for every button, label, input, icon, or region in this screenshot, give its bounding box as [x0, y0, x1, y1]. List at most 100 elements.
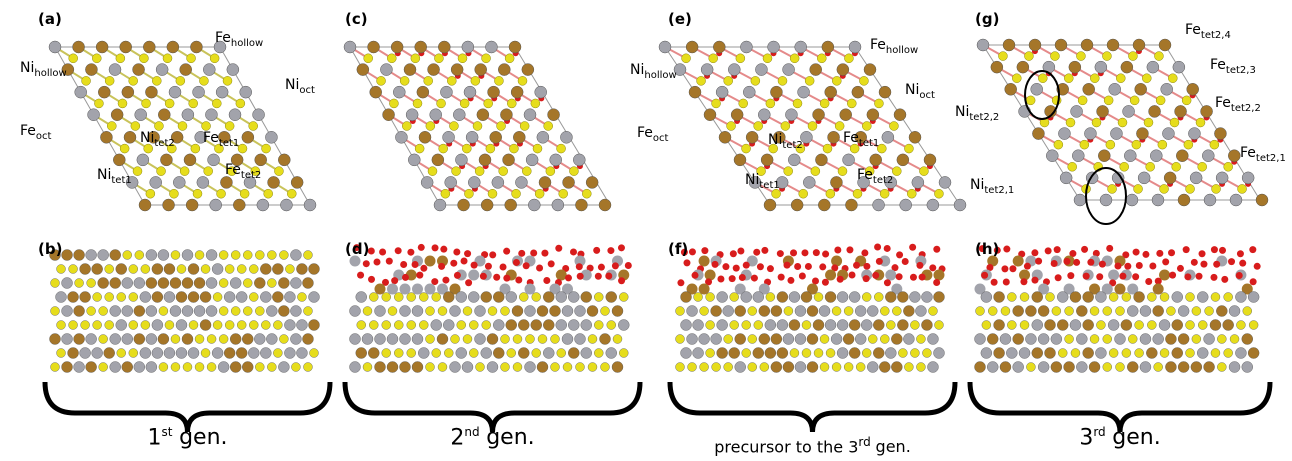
- atom: [1109, 83, 1121, 95]
- atom: [612, 306, 623, 317]
- atom: [783, 334, 794, 345]
- atom: [363, 307, 372, 316]
- atom: [601, 307, 610, 316]
- atom: [231, 251, 240, 260]
- atom: [117, 293, 126, 302]
- panel-label: (h): [975, 240, 999, 258]
- oxygen: [853, 262, 860, 269]
- oxygen: [440, 246, 447, 253]
- atom: [559, 189, 568, 198]
- atom: [382, 349, 391, 358]
- atom: [909, 131, 921, 143]
- atom: [511, 86, 523, 98]
- atom: [248, 348, 259, 359]
- atom: [1108, 184, 1117, 193]
- atom: [1120, 162, 1129, 171]
- oxygen: [929, 264, 936, 271]
- atom: [412, 362, 423, 373]
- element: Ni: [97, 167, 111, 183]
- atom: [746, 131, 758, 143]
- atom: [116, 54, 125, 63]
- atom: [852, 86, 864, 98]
- atom: [186, 199, 198, 211]
- atom: [729, 348, 740, 359]
- atom: [535, 86, 547, 98]
- atom: [1135, 321, 1144, 330]
- atom: [1083, 292, 1094, 303]
- atom: [1165, 362, 1176, 373]
- oxygen: [1081, 246, 1088, 253]
- atom: [687, 334, 698, 345]
- atom: [977, 39, 989, 51]
- atom: [795, 362, 806, 373]
- atom: [1100, 194, 1112, 206]
- oxygen: [1001, 265, 1008, 272]
- atom: [1013, 306, 1024, 317]
- atom: [191, 144, 200, 153]
- atom: [802, 321, 811, 330]
- atom: [551, 363, 560, 372]
- site: tet2,1: [1256, 153, 1286, 164]
- atom: [249, 122, 258, 131]
- atom: [377, 76, 386, 85]
- atom: [1005, 83, 1017, 95]
- atom: [742, 349, 751, 358]
- atom: [350, 306, 361, 317]
- atom: [490, 131, 502, 143]
- atom: [594, 321, 603, 330]
- oxygen: [503, 248, 510, 255]
- atom: [706, 293, 715, 302]
- atom: [96, 41, 108, 53]
- atom: [133, 167, 142, 176]
- atom: [113, 154, 125, 166]
- atom: [357, 321, 366, 330]
- atom: [434, 54, 443, 63]
- element: Ni: [630, 62, 644, 78]
- atom: [711, 306, 722, 317]
- oxygen: [480, 273, 487, 280]
- atom: [165, 321, 174, 330]
- ordinal: st: [162, 425, 173, 439]
- atom: [885, 270, 896, 281]
- element: Fe: [1240, 145, 1256, 161]
- oxygen: [1133, 249, 1140, 256]
- atom: [308, 292, 319, 303]
- oxygen: [896, 251, 903, 258]
- atom: [727, 122, 736, 131]
- oxygen: [418, 244, 425, 251]
- atom: [254, 334, 265, 345]
- atom: [1186, 321, 1195, 330]
- atom: [1069, 61, 1081, 73]
- atom: [1065, 307, 1074, 316]
- atom: [910, 349, 919, 358]
- panel-label: (f): [668, 240, 688, 258]
- oxygen: [902, 258, 909, 265]
- oxygen: [874, 244, 881, 251]
- atom: [1256, 194, 1268, 206]
- atom: [463, 335, 472, 344]
- oxygen: [386, 258, 393, 265]
- atom: [539, 176, 551, 188]
- panel-label: (b): [38, 240, 62, 258]
- atom: [889, 122, 898, 131]
- atom: [194, 306, 205, 317]
- atom: [849, 320, 860, 331]
- oxygen: [489, 251, 496, 258]
- atom: [915, 306, 926, 317]
- atom: [141, 265, 150, 274]
- atom: [1029, 39, 1041, 51]
- site-label: Nihollow: [20, 60, 67, 79]
- atom: [499, 167, 508, 176]
- oxygen: [1024, 263, 1031, 270]
- atom: [1038, 362, 1049, 373]
- atom: [844, 54, 853, 63]
- atom: [1196, 118, 1205, 127]
- atom: [501, 363, 510, 372]
- atom: [425, 284, 436, 295]
- atom: [477, 109, 489, 121]
- atom: [394, 321, 403, 330]
- atom: [438, 41, 450, 53]
- atom: [1076, 306, 1087, 317]
- atom: [619, 349, 628, 358]
- atom: [1186, 184, 1195, 193]
